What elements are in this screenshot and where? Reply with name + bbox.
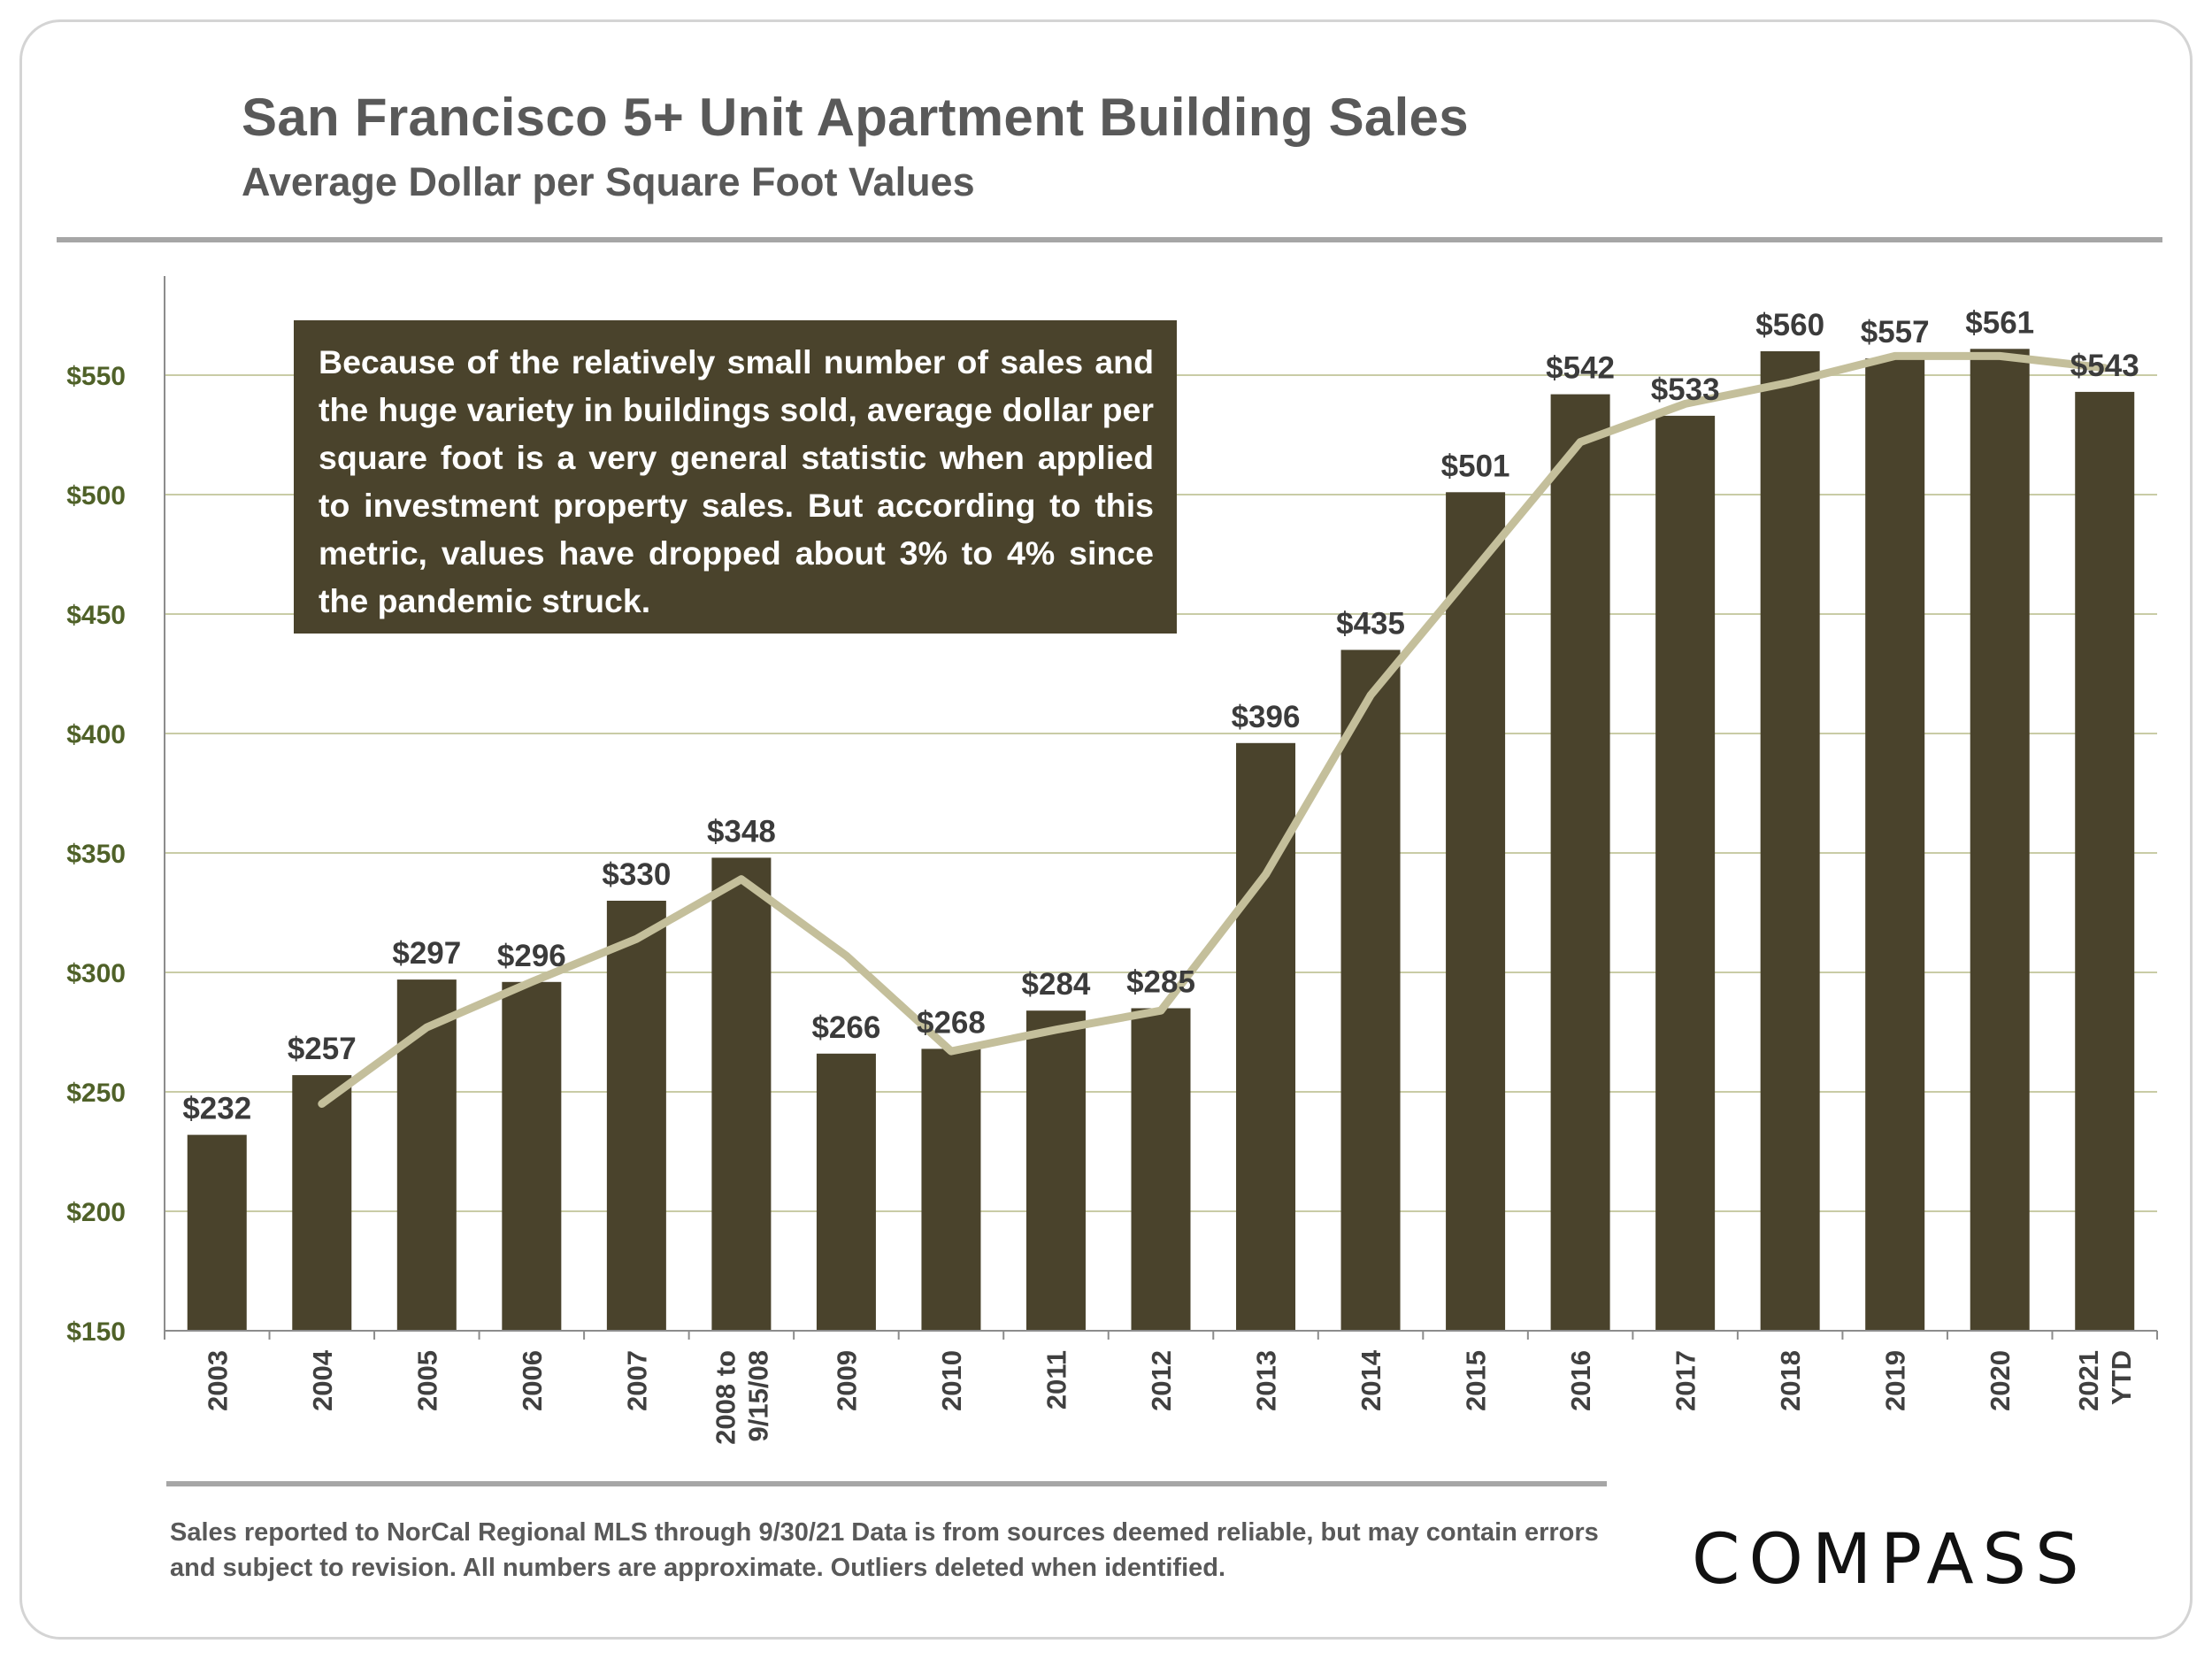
- bar: [1131, 1008, 1191, 1331]
- data-label: $396: [1232, 700, 1301, 734]
- bar: [1865, 358, 1925, 1332]
- bar: [1446, 492, 1506, 1331]
- data-label: $257: [288, 1032, 357, 1066]
- data-label: $561: [1965, 305, 2034, 340]
- data-label: $268: [917, 1005, 986, 1040]
- data-label: $560: [1755, 308, 1824, 342]
- x-tick-label: 2003: [202, 1350, 233, 1411]
- y-tick-label: $250: [66, 1079, 126, 1108]
- y-tick-label: $300: [66, 959, 126, 988]
- x-tick-label: 2006: [517, 1350, 548, 1411]
- data-label: $330: [602, 857, 671, 892]
- x-tick-label: 2011: [1041, 1350, 1071, 1409]
- bars: [187, 349, 2135, 1332]
- bar: [606, 901, 666, 1331]
- bar: [711, 857, 772, 1331]
- data-label: $232: [182, 1092, 251, 1126]
- x-tick-label: 2017: [1671, 1350, 1701, 1411]
- data-label: $297: [392, 936, 461, 971]
- chart-subtitle: Average Dollar per Square Foot Values: [242, 159, 975, 204]
- data-label: $285: [1126, 965, 1195, 1000]
- x-tick-label: 2012: [1146, 1350, 1177, 1411]
- bar: [1340, 649, 1401, 1331]
- bar: [816, 1053, 876, 1331]
- bar: [1025, 1010, 1086, 1331]
- trend-line: [318, 351, 2109, 1108]
- trend-line-layer: [318, 351, 2109, 1108]
- x-tick-label: 2015: [1461, 1350, 1492, 1411]
- x-tick-label: 2018: [1775, 1350, 1806, 1411]
- y-tick-label: $350: [66, 840, 126, 869]
- data-label: $296: [497, 939, 566, 973]
- axes: $150 $200 $250 $300 $350 $400 $450 $500 $550 2003…: [66, 276, 2158, 1445]
- x-tick-label: 2010: [936, 1350, 967, 1411]
- header-divider: [57, 237, 2162, 242]
- y-tick-label: $500: [66, 481, 126, 511]
- x-tick-label: 9/15/08: [742, 1350, 773, 1441]
- x-tick-label: 2008 to: [710, 1350, 741, 1445]
- data-label: $435: [1336, 607, 1405, 641]
- y-tick-label: $400: [66, 720, 126, 749]
- data-label: $533: [1651, 373, 1720, 407]
- bar: [1970, 349, 2030, 1331]
- data-labels: $232 $257 $297 $296 $330 $348 $266 $268 $284 $285…: [182, 305, 2139, 1125]
- data-label: $266: [811, 1010, 880, 1045]
- chart-title: San Francisco 5+ Unit Apartment Building…: [242, 88, 1469, 147]
- bar: [292, 1075, 352, 1331]
- x-tick-label: 2013: [1251, 1350, 1282, 1411]
- data-label: $284: [1022, 967, 1091, 1002]
- compass-logo: COMPASS: [1692, 1520, 2088, 1600]
- x-tick-label: 2009: [831, 1350, 862, 1411]
- data-label: $501: [1441, 449, 1510, 483]
- bar: [502, 981, 562, 1331]
- footer-divider: [166, 1481, 1607, 1486]
- x-tick-label: 2014: [1356, 1349, 1386, 1411]
- y-tick-label: $150: [66, 1317, 126, 1347]
- x-tick-label: 2007: [621, 1350, 652, 1411]
- data-label: $542: [1546, 351, 1615, 386]
- y-tick-label: $200: [66, 1198, 126, 1227]
- x-tick-label: 2019: [1880, 1350, 1911, 1411]
- bar: [921, 1048, 981, 1331]
- data-label: $543: [2070, 349, 2139, 383]
- data-label: $348: [707, 814, 776, 849]
- chart-card: [19, 19, 2193, 1640]
- bar: [1655, 415, 1716, 1331]
- x-tick-label: 2020: [1985, 1350, 2016, 1411]
- x-tick-label: 2004: [307, 1349, 338, 1411]
- commentary-box: Because of the relatively small number o…: [294, 320, 1177, 634]
- x-tick-label: 2005: [411, 1350, 442, 1411]
- bar: [2075, 391, 2135, 1331]
- x-tick-label: 2021: [2073, 1350, 2104, 1411]
- y-tick-label: $550: [66, 362, 126, 391]
- x-tick-label: YTD: [2106, 1350, 2137, 1405]
- x-tick-label: 2016: [1565, 1350, 1596, 1411]
- bar: [1760, 351, 1820, 1331]
- data-label: $557: [1861, 315, 1930, 349]
- bar: [187, 1134, 247, 1331]
- y-tick-label: $450: [66, 601, 126, 630]
- bar: [1550, 394, 1610, 1332]
- source-footnote: Sales reported to NorCal Regional MLS th…: [170, 1518, 1599, 1582]
